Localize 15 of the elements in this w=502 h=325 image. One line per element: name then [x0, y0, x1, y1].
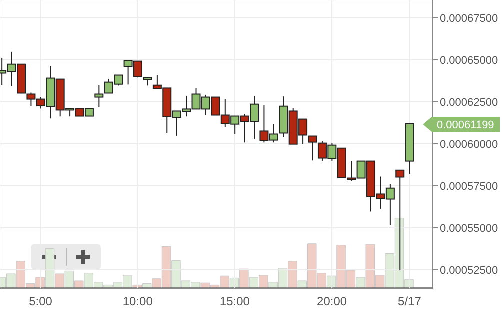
x-tick-label: 15:00 [220, 294, 250, 309]
x-tick-label: 20:00 [317, 294, 348, 309]
y-tick-label: 0.00065000 [440, 54, 498, 67]
candlestick [94, 84, 104, 108]
y-tick-label: 0.00067500 [440, 12, 498, 25]
y-tick-label: 0.00062500 [440, 96, 498, 109]
candlestick [308, 136, 318, 162]
x-tick-label: 10:00 [122, 294, 154, 309]
y-tick-label: 0.00060000 [440, 138, 498, 151]
text: 0.00061199 [437, 119, 494, 132]
y-tick-label: 0.00057500 [440, 180, 498, 193]
y-tick-label: 0.00055000 [440, 222, 498, 235]
x-tick-label: 5:00 [29, 294, 53, 309]
y-tick-label: 0.00052500 [440, 264, 498, 277]
x-tick-label: 5/17 [398, 294, 422, 309]
